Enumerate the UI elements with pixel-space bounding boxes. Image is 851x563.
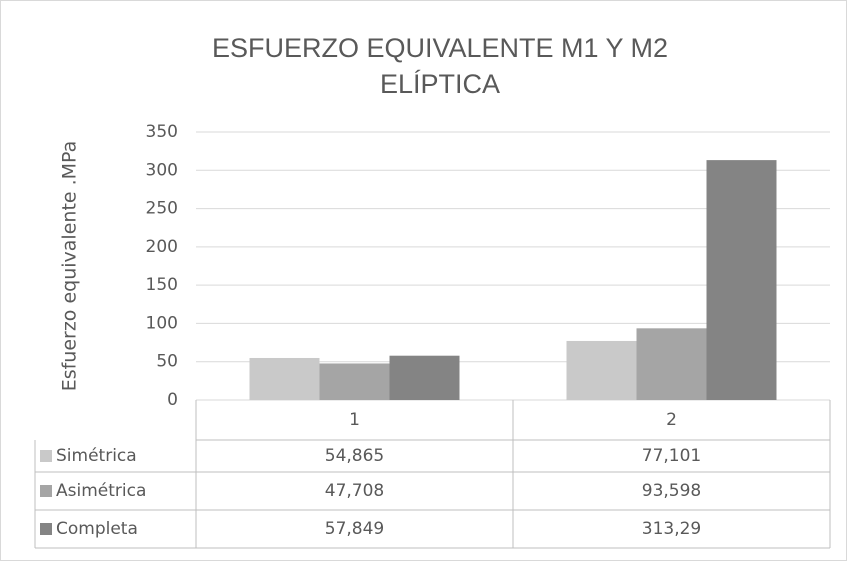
legend-swatch: [40, 523, 52, 535]
y-tick-label: 300: [146, 160, 178, 180]
legend-swatch: [40, 450, 52, 462]
y-tick-label: 0: [167, 390, 178, 410]
y-axis-label: Esfuerzo equivalente .MPa: [59, 141, 81, 392]
table-value: 313,29: [642, 519, 701, 539]
bar: [389, 355, 460, 400]
legend-label: Simétrica: [56, 446, 137, 466]
bar: [566, 340, 637, 400]
x-tick-label: 1: [349, 410, 360, 430]
y-tick-label: 50: [156, 352, 178, 372]
bar: [636, 328, 707, 400]
table-value: 57,849: [325, 519, 384, 539]
y-tick-label: 250: [146, 199, 178, 219]
table-value: 93,598: [642, 481, 701, 501]
chart-title: ELÍPTICA: [380, 69, 500, 99]
table-value: 54,865: [325, 446, 384, 466]
table-value: 77,101: [642, 446, 701, 466]
legend-label: Asimétrica: [56, 481, 146, 501]
table-value: 47,708: [325, 481, 384, 501]
y-tick-label: 350: [146, 122, 178, 142]
legend-swatch: [40, 485, 52, 497]
legend-label: Completa: [56, 519, 138, 539]
y-tick-label: 100: [146, 313, 178, 333]
y-tick-label: 150: [146, 275, 178, 295]
y-tick-label: 200: [146, 237, 178, 257]
chart-title: ESFUERZO EQUIVALENTE M1 Y M2: [212, 33, 668, 63]
bar: [706, 160, 777, 400]
bar: [319, 363, 390, 400]
x-tick-label: 2: [666, 410, 677, 430]
bar: [249, 357, 320, 400]
